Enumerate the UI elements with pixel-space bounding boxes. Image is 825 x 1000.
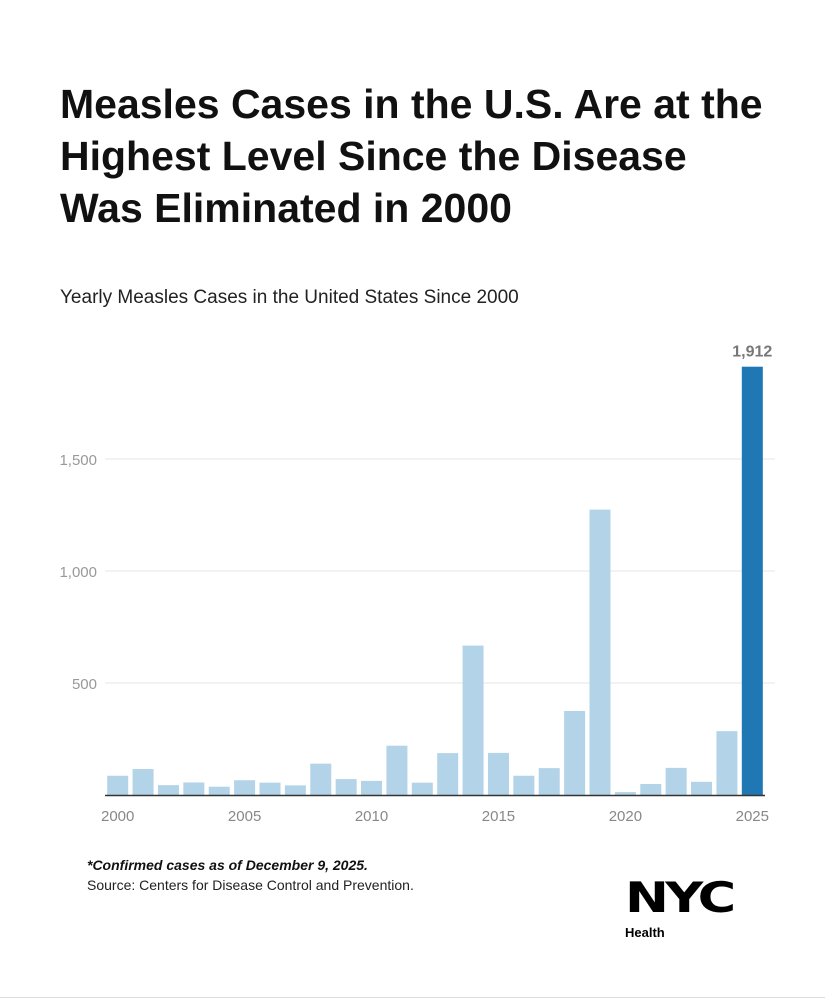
bar-2017 [538,768,560,795]
bar-2016 [513,775,535,795]
bar-2020 [614,792,636,795]
bar-2008 [310,763,332,795]
y-tick-label: 1,500 [59,452,97,469]
bar-2006 [259,782,281,795]
x-tick-label: 2025 [736,808,769,825]
bar-2007 [284,785,306,795]
bar-2014 [462,645,484,795]
bar-2012 [411,782,433,795]
x-tick-label: 2010 [355,808,388,825]
bar-2022 [665,767,687,795]
bar-2025 [741,366,763,795]
bar-2010 [361,780,383,795]
bar-2018 [564,711,586,795]
footnote: *Confirmed cases as of December 9, 2025. [87,857,368,873]
x-tick-label: 2000 [101,808,134,825]
nyc-health-logo: NYC Health [625,875,765,941]
bar-2002 [157,785,179,795]
logo-text: NYC [625,873,736,922]
data-label: 1,912 [732,344,772,361]
bar-chart: 500 1,000 1,500 2000 2005 2010 2015 2020 2025 1,9… [59,344,775,825]
bar-2023 [691,781,713,795]
chart-subtitle: Yearly Measles Cases in the United State… [60,287,519,308]
x-tick-label: 2015 [482,808,515,825]
y-tick-label: 500 [72,676,97,693]
x-tick-label: 2005 [228,808,261,825]
bar-2005 [234,780,256,795]
bar-2011 [386,745,408,795]
bar-2019 [589,509,611,795]
y-tick-label: 1,000 [59,564,97,581]
bar-2009 [335,779,357,795]
bar-2013 [437,753,459,795]
chart-title: Measles Cases in the U.S. Are at the Hig… [60,81,763,231]
divider [0,997,825,998]
bar-2015 [487,752,509,795]
bar-2021 [640,784,662,795]
x-tick-label: 2020 [609,808,642,825]
source-note: Source: Centers for Disease Control and … [87,877,414,893]
bar-2004 [208,786,230,795]
logo-subtext: Health [625,925,665,940]
bar-2003 [183,782,205,795]
bar-2024 [716,731,738,795]
bar-2000 [107,775,129,795]
bar-2001 [132,769,154,795]
